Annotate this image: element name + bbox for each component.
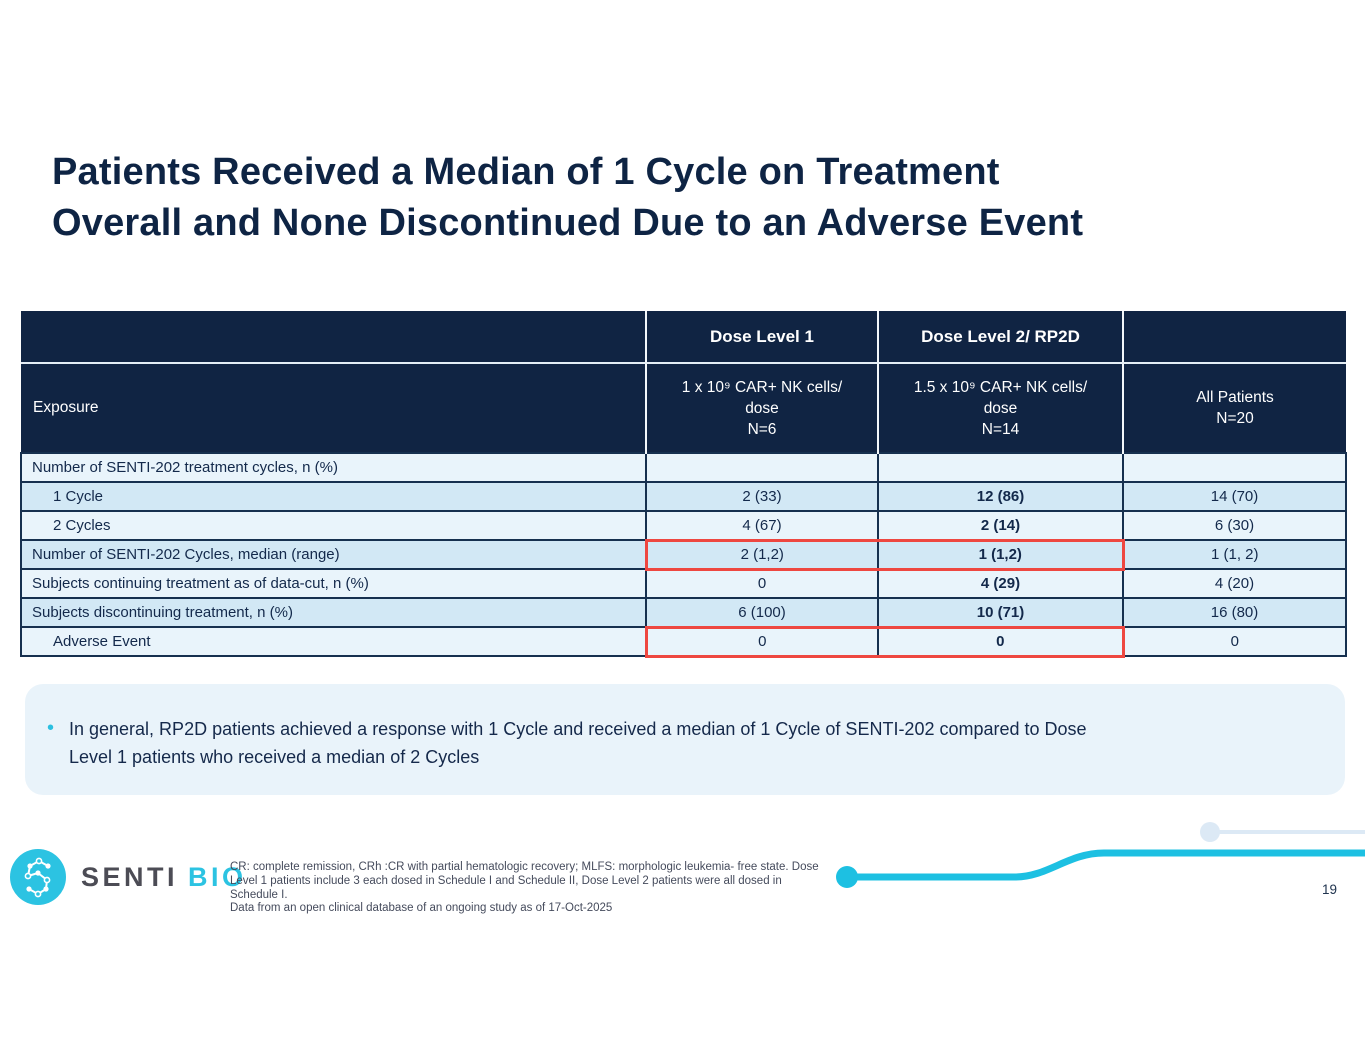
footnote-line3: Data from an open clinical database of a… xyxy=(230,902,613,915)
cell-dl1: 2 (33) xyxy=(645,481,879,512)
row-label: Number of SENTI-202 treatment cycles, n … xyxy=(20,452,647,483)
cell-dl2-highlighted: 0 xyxy=(877,625,1125,658)
footnote-line2: Level 1 patients include 3 each dosed in… xyxy=(230,874,782,901)
header-dl1-dose: 1 x 10⁹ CAR+ NK cells/ dose N=6 xyxy=(645,363,878,453)
table-header: Dose Level 1 Dose Level 2/ RP2D Exposure… xyxy=(21,311,1346,453)
cell-dl1: 6 (100) xyxy=(645,597,879,628)
summary-note-line1: In general, RP2D patients achieved a res… xyxy=(69,719,1087,739)
cell-dl1 xyxy=(645,452,879,483)
summary-note-box: • In general, RP2D patients achieved a r… xyxy=(25,684,1345,795)
row-label: Number of SENTI-202 Cycles, median (rang… xyxy=(20,539,647,570)
cell-all: 16 (80) xyxy=(1122,597,1347,628)
logo-text-senti: SENTI xyxy=(81,861,179,892)
page-title-line1: Patients Received a Median of 1 Cycle on… xyxy=(52,151,1000,193)
page-title: Patients Received a Median of 1 Cycle on… xyxy=(52,147,1302,249)
table-body: Number of SENTI-202 treatment cycles, n … xyxy=(20,452,1347,658)
cell-dl1-highlighted: 2 (1,2) xyxy=(644,538,879,571)
header-dl2-dose: 1.5 x 10⁹ CAR+ NK cells/ dose N=14 xyxy=(877,363,1123,453)
summary-note-text: In general, RP2D patients achieved a res… xyxy=(69,715,1319,771)
bullet-dot-icon: • xyxy=(47,717,55,739)
table-header-group-row: Dose Level 1 Dose Level 2/ RP2D xyxy=(21,311,1346,364)
cell-all: 14 (70) xyxy=(1122,481,1347,512)
cell-dl1: 4 (67) xyxy=(645,510,879,541)
senti-bio-logo: SENTI BIO xyxy=(10,849,247,905)
table-header-detail-row: Exposure 1 x 10⁹ CAR+ NK cells/ dose N=6… xyxy=(21,363,1346,453)
header-dose-level-1: Dose Level 1 xyxy=(645,311,878,364)
footnote-line1: CR: complete remission, CRh :CR with par… xyxy=(230,861,819,873)
header-dose-level-2-rp2d: Dose Level 2/ RP2D xyxy=(877,311,1123,364)
row-label: Subjects discontinuing treatment, n (%) xyxy=(20,597,647,628)
row-label: 2 Cycles xyxy=(20,510,647,541)
row-label: 1 Cycle xyxy=(20,481,647,512)
table-row: Subjects continuing treatment as of data… xyxy=(20,568,1347,599)
summary-note-line2: Level 1 patients who received a median o… xyxy=(69,747,480,767)
cell-all: 1 (1, 2) xyxy=(1122,539,1347,570)
row-label: Adverse Event xyxy=(20,626,647,657)
table-row-highlighted: Number of SENTI-202 Cycles, median (rang… xyxy=(20,538,1347,571)
table-row: Number of SENTI-202 treatment cycles, n … xyxy=(20,452,1347,483)
table-row-highlighted: Adverse Event 0 0 0 xyxy=(20,625,1347,658)
cell-dl2: 4 (29) xyxy=(877,568,1124,599)
footnote: CR: complete remission, CRh :CR with par… xyxy=(230,861,830,916)
cell-dl2 xyxy=(877,452,1124,483)
cell-dl1-highlighted: 0 xyxy=(644,625,879,658)
cell-all: 6 (30) xyxy=(1122,510,1347,541)
exposure-table: Dose Level 1 Dose Level 2/ RP2D Exposure… xyxy=(20,311,1347,658)
header-exposure: Exposure xyxy=(21,363,646,453)
cell-dl2: 12 (86) xyxy=(877,481,1124,512)
page-title-line2: Overall and None Discontinued Due to an … xyxy=(52,202,1084,244)
cell-dl1: 0 xyxy=(645,568,879,599)
table-row: Subjects discontinuing treatment, n (%) … xyxy=(20,597,1347,628)
header-all-patients: All Patients N=20 xyxy=(1122,363,1346,453)
header-empty-cell xyxy=(1122,311,1346,364)
cell-dl2-highlighted: 1 (1,2) xyxy=(877,538,1125,571)
footer-swoosh-graphic xyxy=(836,822,1365,888)
table-row: 1 Cycle 2 (33) 12 (86) 14 (70) xyxy=(20,481,1347,512)
page-number: 19 xyxy=(1322,882,1338,897)
table-row: 2 Cycles 4 (67) 2 (14) 6 (30) xyxy=(20,510,1347,541)
cell-all: 4 (20) xyxy=(1122,568,1347,599)
senti-bio-molecule-icon xyxy=(10,849,66,905)
cell-all: 0 xyxy=(1122,626,1347,657)
logo-text-bio: BIO xyxy=(188,861,247,892)
cell-dl2: 2 (14) xyxy=(877,510,1124,541)
cell-dl2: 10 (71) xyxy=(877,597,1124,628)
cell-all xyxy=(1122,452,1347,483)
header-empty-cell xyxy=(21,311,646,364)
row-label: Subjects continuing treatment as of data… xyxy=(20,568,647,599)
